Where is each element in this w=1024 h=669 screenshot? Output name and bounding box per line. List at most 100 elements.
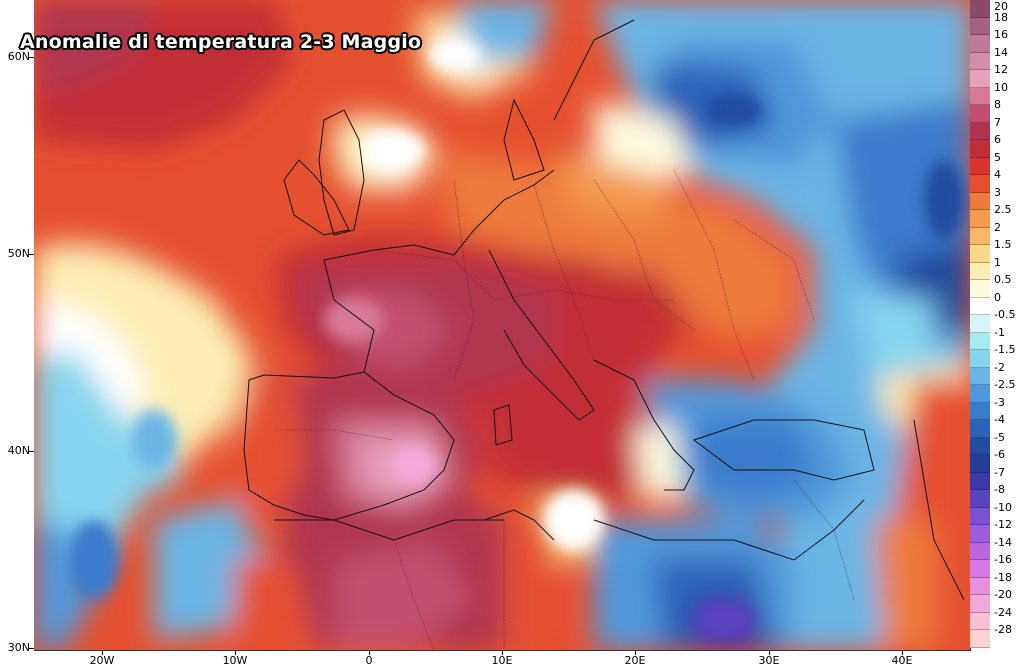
lat-tick-40n — [28, 451, 34, 452]
legend-swatch — [970, 175, 990, 193]
legend-label: -20 — [994, 588, 1012, 601]
legend-row: 5 — [970, 151, 1024, 175]
legend-row: -2 — [970, 361, 1024, 385]
legend-row: 0 — [970, 291, 1024, 315]
legend-label: -6 — [994, 448, 1005, 461]
lon-label-20w: 20W — [89, 654, 115, 667]
legend-label: 18 — [994, 10, 1008, 24]
legend-swatch — [970, 70, 990, 88]
legend-label: 16 — [994, 28, 1008, 41]
coastlines — [243, 19, 965, 601]
legend-row: 12 — [970, 63, 1024, 88]
legend-swatch — [970, 525, 990, 543]
lat-tick-50n — [28, 254, 34, 255]
legend-row: -12 — [970, 518, 1024, 543]
lon-tick-0 — [369, 650, 370, 655]
legend-label: 1.5 — [994, 238, 1012, 251]
legend-label: -5 — [994, 430, 1005, 444]
legend-row: 16 — [970, 28, 1024, 53]
legend-swatch — [970, 105, 990, 123]
legend-row: 1 — [970, 256, 1024, 280]
legend-row: -6 — [970, 448, 1024, 473]
legend-swatch — [970, 472, 990, 490]
lon-tick-20e — [635, 650, 636, 655]
legend-swatch — [970, 192, 990, 210]
legend-row: 7 — [970, 116, 1024, 140]
lon-tick-40e — [902, 650, 903, 655]
legend-swatch — [970, 367, 990, 385]
lat-label-50n: 50N — [7, 247, 30, 260]
legend-row: -5 — [970, 431, 1024, 455]
legend-row: -0.5 — [970, 308, 1024, 333]
legend-label: 6 — [994, 133, 1001, 146]
legend-swatch — [970, 490, 990, 508]
legend-label: -14 — [994, 535, 1012, 549]
legend-swatch — [970, 507, 990, 525]
color-legend: 20 18 16 14 12 10 8 7 6 5 4 3 2.5 2 1.5 1 0.5 0 -0.5 -1 -1.5… — [970, 0, 1024, 648]
legend-label: 14 — [994, 45, 1008, 59]
legend-label: -2.5 — [994, 378, 1016, 391]
legend-label: -2 — [994, 360, 1005, 374]
legend-label: -18 — [994, 570, 1012, 584]
legend-label: -24 — [994, 605, 1012, 619]
legend-row: 1.5 — [970, 238, 1024, 263]
lon-tick-30e — [769, 650, 770, 655]
legend-row: -14 — [970, 536, 1024, 560]
lat-tick-60n — [28, 57, 34, 58]
legend-label: 5 — [994, 150, 1001, 164]
legend-row: -20 — [970, 588, 1024, 613]
legend-label: 20 — [994, 0, 1008, 13]
legend-row: 4 — [970, 168, 1024, 193]
legend-label: 2.5 — [994, 203, 1012, 216]
legend-swatch — [970, 122, 990, 140]
legend-label: 0 — [994, 290, 1001, 304]
legend-swatch — [970, 420, 990, 438]
legend-row: 14 — [970, 46, 1024, 70]
legend-swatch — [970, 35, 990, 53]
lat-label-60n: 60N — [7, 50, 30, 63]
legend-label: 0.5 — [994, 273, 1012, 286]
legend-label: -28 — [994, 623, 1012, 636]
legend-swatch — [970, 612, 990, 630]
legend-label: -1.5 — [994, 343, 1016, 356]
lon-label-20e: 20E — [624, 654, 646, 667]
legend-row: -18 — [970, 571, 1024, 595]
legend-row: -1.5 — [970, 343, 1024, 368]
legend-row: 2.5 — [970, 203, 1024, 228]
legend-row: -2.5 — [970, 378, 1024, 403]
lon-label-30e: 30E — [758, 654, 780, 667]
legend-swatch — [970, 280, 990, 298]
lon-label-10w: 10W — [222, 654, 248, 667]
lon-label-10e: 10E — [491, 654, 513, 667]
legend-swatch — [970, 52, 990, 70]
legend-row: -7 — [970, 466, 1024, 490]
legend-label: 7 — [994, 115, 1001, 129]
country-borders — [274, 169, 855, 650]
legend-row: -1 — [970, 326, 1024, 350]
legend-swatch — [970, 385, 990, 403]
legend-row: 20 — [970, 0, 1024, 18]
legend-swatch — [970, 315, 990, 333]
legend-swatch — [970, 157, 990, 175]
legend-row: 18 — [970, 11, 1024, 35]
legend-row: -10 — [970, 501, 1024, 525]
lon-tick-10w — [235, 650, 236, 655]
legend-row: -16 — [970, 553, 1024, 578]
legend-swatch — [970, 140, 990, 158]
anomaly-detail — [68, 41, 964, 640]
lat-label-30n: 30N — [7, 641, 30, 654]
legend-swatch — [970, 17, 990, 35]
legend-row: 6 — [970, 133, 1024, 158]
legend-row: 2 — [970, 221, 1024, 245]
legend-swatch — [970, 577, 990, 595]
lon-tick-20w — [102, 650, 103, 655]
legend-swatch — [970, 297, 990, 315]
legend-swatch — [970, 560, 990, 578]
legend-row: 8 — [970, 98, 1024, 123]
legend-swatch — [970, 542, 990, 560]
legend-label: -4 — [994, 413, 1005, 426]
legend-swatch — [970, 332, 990, 350]
legend-swatch — [970, 595, 990, 613]
legend-swatch — [970, 402, 990, 420]
legend-label: 12 — [994, 63, 1008, 76]
